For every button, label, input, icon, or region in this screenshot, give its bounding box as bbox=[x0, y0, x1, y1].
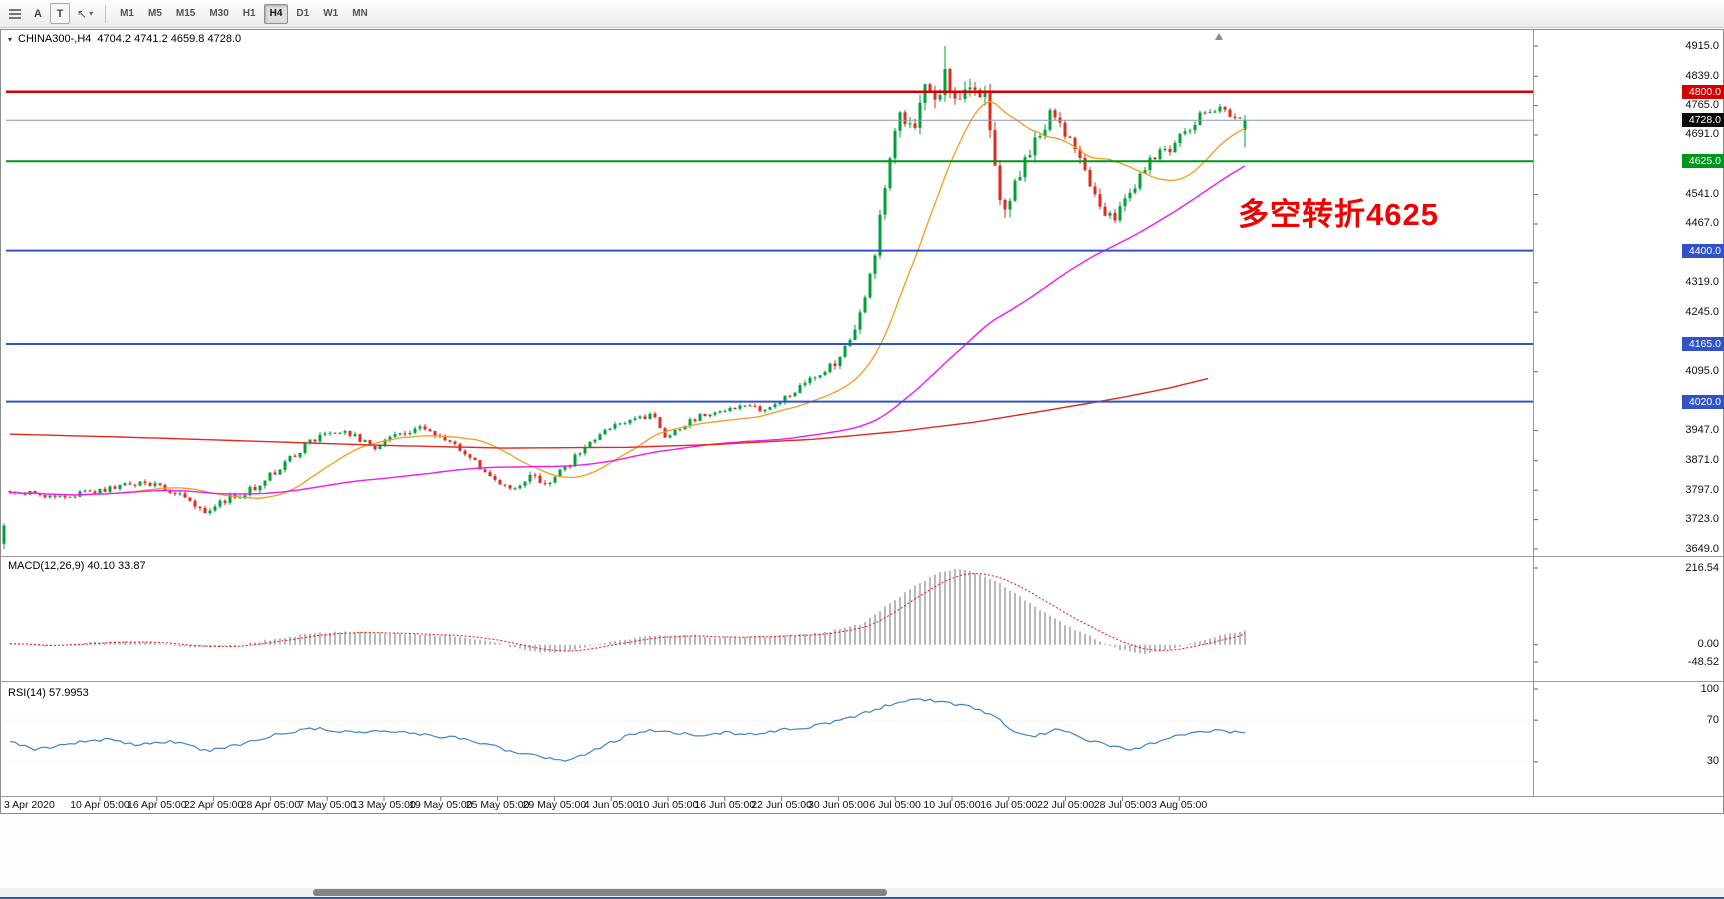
macd-indicator-label: MACD(12,26,9) 40.10 33.87 bbox=[8, 560, 146, 572]
date-axis-label: 16 Jun 05:00 bbox=[694, 799, 756, 811]
cursor-icon: ↖ bbox=[77, 6, 88, 21]
objects-list-button[interactable] bbox=[4, 3, 26, 24]
symbol-label: CHINA300-,H4 bbox=[18, 33, 92, 45]
date-axis-label: 29 May 05:00 bbox=[522, 799, 587, 811]
timeframe-button-d1[interactable]: D1 bbox=[296, 8, 310, 19]
price-level-tag: 4625.0 bbox=[1682, 154, 1724, 169]
a-button-label: A bbox=[34, 7, 42, 20]
macd-axis-label: 0.00 bbox=[1697, 638, 1719, 651]
price-axis[interactable]: 4915.0 4839.0 4765.0 4691.0 4541.0 4467.0 4319… bbox=[1534, 29, 1724, 813]
timeframe-button-m1[interactable]: M1 bbox=[120, 8, 134, 19]
price-tick-label: 3723.0 bbox=[1685, 513, 1719, 526]
chart-window bbox=[0, 29, 1724, 814]
price-tick-label: 4319.0 bbox=[1685, 276, 1719, 289]
list-icon bbox=[9, 8, 21, 19]
date-axis-label: 10 Jul 05:00 bbox=[923, 799, 981, 811]
macd-axis-label: 216.54 bbox=[1685, 561, 1719, 574]
symbol-header: ▾ CHINA300-,H4 4704.2 4741.2 4659.8 4728… bbox=[8, 33, 241, 45]
timeframe-button-m5[interactable]: M5 bbox=[147, 8, 162, 19]
price-tick-label: 4245.0 bbox=[1685, 305, 1719, 318]
price-tick-label: 3649.0 bbox=[1685, 542, 1719, 555]
price-level-tag: 4728.0 bbox=[1682, 113, 1724, 128]
h-scrollbar-track[interactable] bbox=[0, 888, 1724, 897]
price-tick-label: 3947.0 bbox=[1685, 424, 1719, 437]
date-axis-label: 30 Jun 05:00 bbox=[808, 799, 869, 811]
date-axis-label: 25 May 05:00 bbox=[465, 799, 530, 811]
symbol-collapse-icon[interactable]: ▾ bbox=[8, 34, 13, 44]
macd-axis-label: -48.52 bbox=[1687, 655, 1719, 668]
timeframe-button-m15[interactable]: M15 bbox=[175, 8, 196, 19]
toolbar-separator bbox=[105, 4, 107, 23]
date-axis-label: 28 Jul 05:00 bbox=[1093, 799, 1151, 811]
price-level-tag: 4020.0 bbox=[1682, 394, 1724, 409]
price-level-tag: 4800.0 bbox=[1682, 84, 1724, 99]
price-tick-label: 3871.0 bbox=[1685, 454, 1719, 467]
date-axis[interactable]: 3 Apr 2020 10 Apr 05:00 16 Apr 05:00 22 Apr… bbox=[0, 797, 1533, 813]
price-tick-label: 4915.0 bbox=[1685, 39, 1719, 52]
date-axis-label: 16 Jul 05:00 bbox=[980, 799, 1038, 811]
price-level-tag: 4165.0 bbox=[1682, 336, 1724, 351]
date-axis-label: 22 Jun 05:00 bbox=[751, 799, 812, 811]
date-axis-label: 22 Jul 05:00 bbox=[1036, 799, 1095, 811]
timeframe-button-h4[interactable]: H4 bbox=[263, 3, 289, 24]
rsi-axis-label: 30 bbox=[1706, 755, 1719, 768]
date-axis-label: 7 May 05:00 bbox=[298, 799, 357, 811]
price-tick-label: 3797.0 bbox=[1685, 483, 1719, 496]
date-axis-label: 13 May 05:00 bbox=[352, 799, 416, 811]
rsi-axis-label: 70 bbox=[1706, 713, 1719, 726]
price-tick-label: 4765.0 bbox=[1685, 99, 1719, 112]
h-scrollbar-thumb[interactable] bbox=[313, 889, 887, 896]
timeframe-button-w1[interactable]: W1 bbox=[323, 8, 339, 19]
date-axis-label: 22 Apr 05:00 bbox=[183, 799, 244, 811]
panel-splitter-rsi[interactable] bbox=[0, 680, 1724, 684]
cursor-tool-button[interactable]: ↖ ▾ bbox=[72, 3, 98, 24]
bottom-strip bbox=[0, 814, 1724, 899]
price-tick-label: 4691.0 bbox=[1685, 128, 1719, 141]
date-axis-label: 19 May 05:00 bbox=[408, 799, 473, 811]
timeframe-button-m30[interactable]: M30 bbox=[209, 8, 229, 19]
price-level-tag: 4400.0 bbox=[1682, 243, 1724, 258]
date-axis-label: 10 Jun 05:00 bbox=[637, 799, 699, 811]
price-tick-label: 4839.0 bbox=[1685, 69, 1719, 82]
panel-splitter-macd[interactable] bbox=[0, 555, 1724, 559]
timeframe-group: M1 M5 M15 M30 H1 H4 D1 W1 MN bbox=[113, 3, 375, 24]
timeframe-button-h1[interactable]: H1 bbox=[242, 8, 256, 19]
date-axis-label: 28 Apr 05:00 bbox=[240, 799, 301, 811]
date-axis-label: 3 Aug 05:00 bbox=[1151, 799, 1208, 811]
date-axis-label: 4 Jun 05:00 bbox=[583, 799, 639, 811]
price-tick-label: 4541.0 bbox=[1685, 188, 1719, 201]
toolbar: A T ↖ ▾ M1 M5 M15 M30 H1 H4 D1 W1 MN bbox=[0, 0, 1724, 28]
text-tool-button[interactable]: T bbox=[50, 3, 70, 24]
price-tick-label: 4467.0 bbox=[1685, 217, 1719, 230]
annotation-a-button[interactable]: A bbox=[28, 3, 48, 24]
rsi-indicator-label: RSI(14) 57.9953 bbox=[8, 687, 89, 699]
symbol-ohlc: 4704.2 4741.2 4659.8 4728.0 bbox=[97, 33, 242, 45]
timeframe-button-mn[interactable]: MN bbox=[352, 8, 368, 19]
date-axis-label: 3 Apr 2020 bbox=[4, 799, 55, 811]
price-tick-label: 4095.0 bbox=[1685, 365, 1719, 378]
rsi-axis-label: 100 bbox=[1700, 682, 1719, 695]
t-button-label: T bbox=[56, 7, 64, 20]
chart-annotation[interactable]: 多空转折4625 bbox=[1238, 197, 1439, 232]
date-axis-label: 6 Jul 05:00 bbox=[869, 799, 921, 811]
date-axis-label: 16 Apr 05:00 bbox=[127, 799, 187, 811]
chevron-down-icon: ▾ bbox=[89, 9, 94, 18]
date-axis-label: 10 Apr 05:00 bbox=[70, 799, 130, 811]
